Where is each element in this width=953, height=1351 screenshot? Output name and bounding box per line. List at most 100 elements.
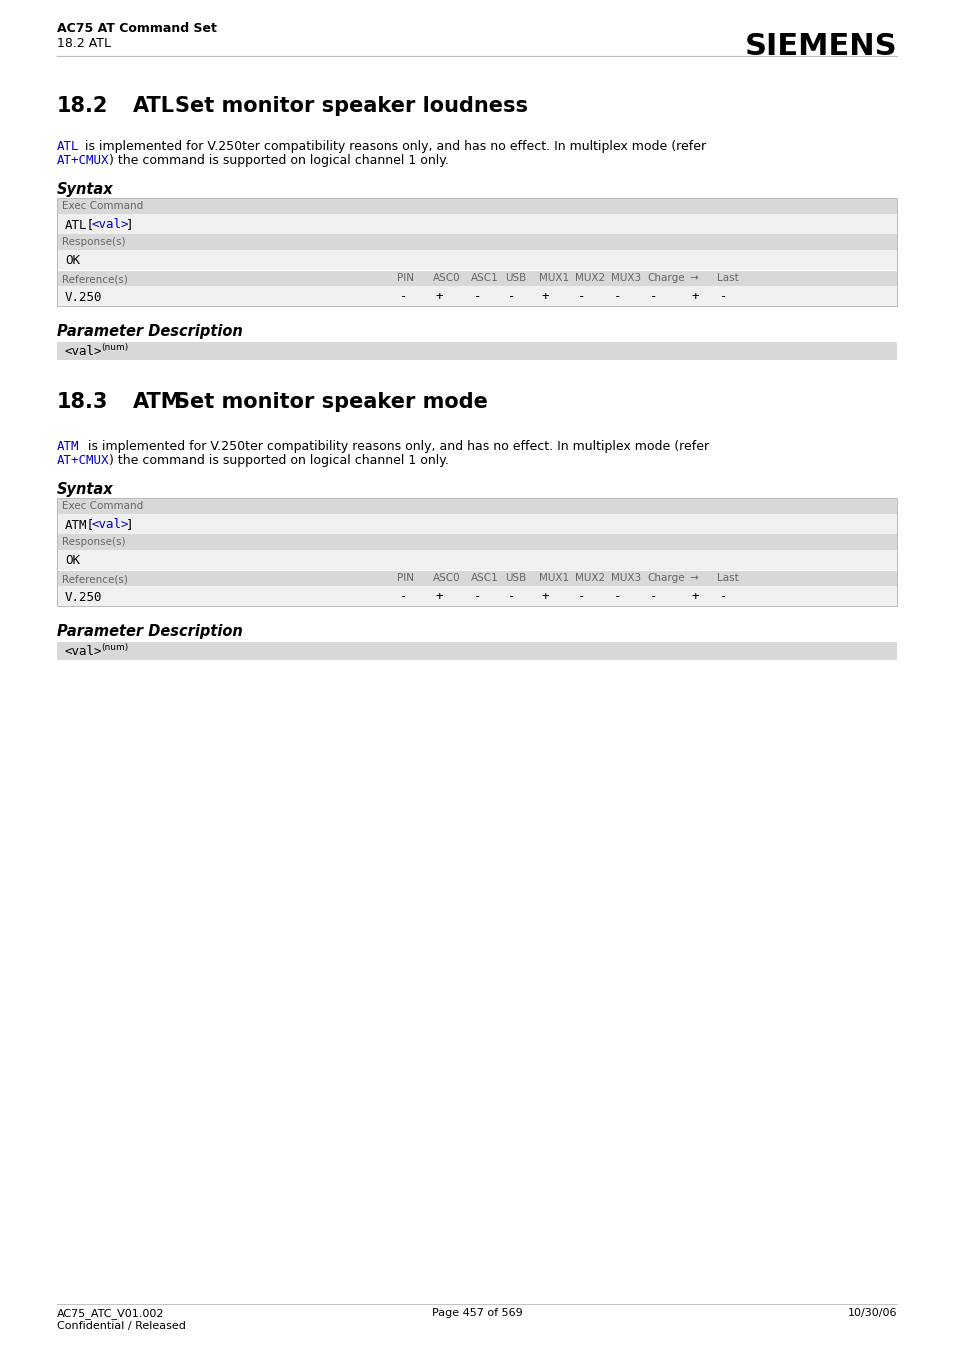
Text: AC75 AT Command Set: AC75 AT Command Set: [57, 22, 216, 35]
Text: ATL: ATL: [132, 96, 174, 116]
Bar: [57, 199, 896, 305]
Text: MUX3: MUX3: [610, 573, 640, 584]
Text: ]: ]: [126, 218, 133, 231]
Text: MUX3: MUX3: [610, 273, 640, 282]
Text: Syntax: Syntax: [57, 182, 113, 197]
Bar: [57, 342, 896, 359]
Text: PIN: PIN: [396, 573, 414, 584]
Text: OK: OK: [65, 554, 80, 567]
Text: MUX1: MUX1: [538, 273, 569, 282]
Text: +: +: [436, 290, 443, 303]
Text: 10/30/06: 10/30/06: [846, 1308, 896, 1319]
Text: ATM: ATM: [132, 392, 182, 412]
Text: -: -: [507, 590, 515, 603]
Text: ) the command is supported on logical channel 1 only.: ) the command is supported on logical ch…: [109, 154, 449, 168]
Text: -: -: [720, 590, 727, 603]
Text: -: -: [578, 590, 585, 603]
Text: Parameter Description: Parameter Description: [57, 624, 242, 639]
Text: Last: Last: [717, 573, 738, 584]
Text: →: →: [688, 273, 697, 282]
Text: Set monitor speaker loudness: Set monitor speaker loudness: [174, 96, 527, 116]
Text: ATM[: ATM[: [65, 517, 95, 531]
Bar: [389, 586, 896, 607]
Text: ATL: ATL: [57, 141, 79, 153]
Text: <val>: <val>: [91, 517, 130, 531]
Text: 18.2: 18.2: [57, 96, 109, 116]
Text: ATL[: ATL[: [65, 218, 95, 231]
Text: +: +: [691, 590, 699, 603]
Text: USB: USB: [504, 573, 526, 584]
Bar: [57, 499, 896, 607]
Text: ASC0: ASC0: [433, 273, 460, 282]
Text: is implemented for V.250ter compatibility reasons only, and has no effect. In mu: is implemented for V.250ter compatibilit…: [84, 440, 708, 453]
Text: Syntax: Syntax: [57, 482, 113, 497]
Text: MUX2: MUX2: [575, 273, 604, 282]
Bar: [57, 642, 896, 661]
Text: Response(s): Response(s): [62, 236, 126, 247]
Text: <val>: <val>: [91, 218, 130, 231]
Bar: [389, 272, 896, 286]
Bar: [57, 250, 896, 270]
Text: USB: USB: [504, 273, 526, 282]
Text: MUX2: MUX2: [575, 573, 604, 584]
Bar: [57, 199, 896, 213]
Text: ASC0: ASC0: [433, 573, 460, 584]
Text: Charge: Charge: [646, 273, 684, 282]
Bar: [57, 550, 896, 570]
Text: OK: OK: [65, 254, 80, 267]
Text: -: -: [649, 590, 657, 603]
Text: Last: Last: [717, 273, 738, 282]
Text: Confidential / Released: Confidential / Released: [57, 1321, 186, 1331]
Text: -: -: [474, 590, 481, 603]
Text: <val>: <val>: [65, 644, 102, 658]
Text: Exec Command: Exec Command: [62, 501, 143, 511]
Text: +: +: [691, 290, 699, 303]
Bar: [57, 513, 896, 534]
Text: V.250: V.250: [65, 290, 102, 304]
Bar: [57, 272, 389, 286]
Text: -: -: [720, 290, 727, 303]
Text: (num): (num): [101, 643, 128, 653]
Text: -: -: [399, 590, 407, 603]
Text: Exec Command: Exec Command: [62, 201, 143, 211]
Text: SIEMENS: SIEMENS: [743, 32, 896, 61]
Text: PIN: PIN: [396, 273, 414, 282]
Text: ATM: ATM: [57, 440, 79, 453]
Text: Reference(s): Reference(s): [62, 574, 128, 584]
Text: is implemented for V.250ter compatibility reasons only, and has no effect. In mu: is implemented for V.250ter compatibilit…: [81, 141, 705, 153]
Text: -: -: [614, 590, 620, 603]
Text: ASC1: ASC1: [471, 573, 498, 584]
Bar: [57, 571, 389, 586]
Text: +: +: [541, 290, 549, 303]
Text: +: +: [541, 590, 549, 603]
Text: Set monitor speaker mode: Set monitor speaker mode: [174, 392, 487, 412]
Text: ]: ]: [126, 517, 133, 531]
Text: →: →: [688, 573, 697, 584]
Text: AT+CMUX: AT+CMUX: [57, 154, 110, 168]
Bar: [57, 534, 896, 550]
Text: -: -: [507, 290, 515, 303]
Text: +: +: [436, 590, 443, 603]
Bar: [389, 571, 896, 586]
Text: MUX1: MUX1: [538, 573, 569, 584]
Text: -: -: [399, 290, 407, 303]
Bar: [57, 586, 389, 607]
Text: <val>: <val>: [65, 345, 102, 358]
Text: 18.3: 18.3: [57, 392, 109, 412]
Text: ASC1: ASC1: [471, 273, 498, 282]
Text: ) the command is supported on logical channel 1 only.: ) the command is supported on logical ch…: [109, 454, 449, 467]
Text: Page 457 of 569: Page 457 of 569: [431, 1308, 522, 1319]
Text: -: -: [578, 290, 585, 303]
Text: Response(s): Response(s): [62, 536, 126, 547]
Text: AT+CMUX: AT+CMUX: [57, 454, 110, 467]
Text: -: -: [474, 290, 481, 303]
Bar: [57, 234, 896, 250]
Text: 18.2 ATL: 18.2 ATL: [57, 36, 111, 50]
Bar: [389, 286, 896, 305]
Text: -: -: [614, 290, 620, 303]
Text: Parameter Description: Parameter Description: [57, 324, 242, 339]
Text: V.250: V.250: [65, 590, 102, 604]
Text: AC75_ATC_V01.002: AC75_ATC_V01.002: [57, 1308, 164, 1319]
Bar: [57, 499, 896, 513]
Bar: [57, 286, 389, 305]
